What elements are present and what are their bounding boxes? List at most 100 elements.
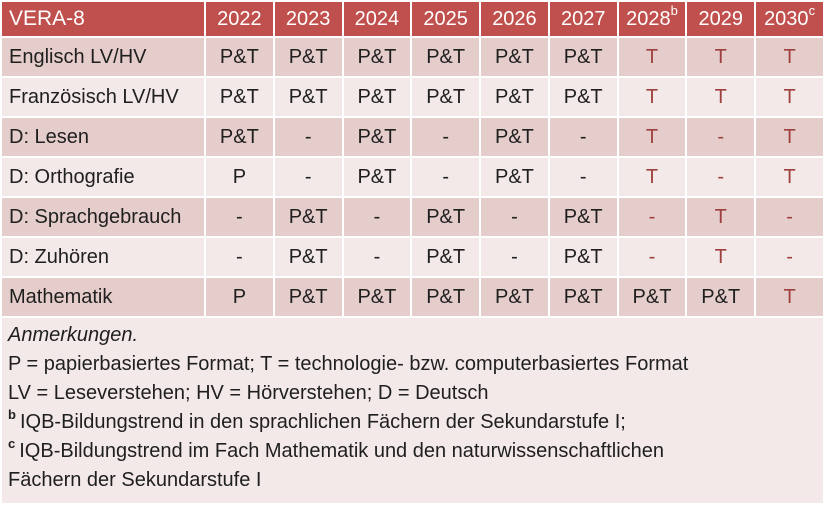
format-cell: - (412, 118, 480, 156)
format-cell: - (481, 238, 548, 276)
year-footnote-marker: b (670, 2, 678, 18)
format-cell: T (618, 158, 686, 196)
format-cell: P&T (481, 158, 548, 196)
row-label: D: Lesen (2, 118, 204, 156)
vera8-table: VERA-8 2022 2023 2024 2025 2026 2027 2028b 2029… (0, 0, 825, 318)
table-row: Französisch LV/HV P&T P&T P&T P&T P&T P&T T T T (2, 78, 823, 116)
row-label: D: Sprachgebrauch (2, 198, 204, 236)
year-header-2025: 2025 (412, 2, 480, 36)
format-cell: T (756, 118, 823, 156)
notes-footnote-c: c IQB-Bildungstrend im Fach Mathematik un… (8, 437, 738, 495)
format-cell: - (618, 238, 686, 276)
format-cell: - (274, 158, 342, 196)
format-cell: P&T (618, 278, 686, 316)
format-cell: P&T (274, 198, 342, 236)
format-cell: P&T (549, 78, 617, 116)
format-cell: - (618, 198, 686, 236)
format-cell: P&T (343, 38, 411, 76)
format-cell: - (343, 238, 411, 276)
year-header-2026: 2026 (481, 2, 548, 36)
format-cell: - (481, 198, 548, 236)
format-cell: T (756, 38, 823, 76)
notes: Anmerkungen. P = papierbasiertes Format;… (2, 318, 823, 503)
format-cell: - (274, 118, 342, 156)
format-cell: T (756, 78, 823, 116)
year-header-2024: 2024 (343, 2, 411, 36)
footnote-b-text: IQB-Bildungstrend in den sprachlichen Fä… (19, 411, 626, 433)
format-cell: T (618, 118, 686, 156)
format-cell: P&T (343, 278, 411, 316)
format-cell: - (756, 198, 823, 236)
format-cell: P&T (412, 78, 480, 116)
table-header-row: VERA-8 2022 2023 2024 2025 2026 2027 2028b 2029… (2, 2, 823, 36)
notes-legend-abbreviations: LV = Leseverstehen; HV = Hörverstehen; D… (8, 382, 489, 404)
format-cell: P&T (412, 278, 480, 316)
format-cell: T (687, 198, 755, 236)
row-label: D: Zuhören (2, 238, 204, 276)
format-cell: P&T (481, 38, 548, 76)
format-cell: P&T (549, 198, 617, 236)
notes-footnote-b: b IQB-Bildungstrend in den sprachlichen F… (8, 408, 813, 437)
year-header-2029: 2029 (687, 2, 755, 36)
format-cell: P&T (274, 278, 342, 316)
row-label: Mathematik (2, 278, 204, 316)
format-cell: - (687, 158, 755, 196)
format-cell: - (549, 118, 617, 156)
year-header-2030: 2030c (756, 2, 823, 36)
year-footnote-marker: c (808, 2, 816, 18)
format-cell: P&T (412, 238, 480, 276)
footnote-c-text: IQB-Bildungstrend im Fach Mathematik und… (8, 440, 664, 491)
format-cell: T (756, 158, 823, 196)
table-body: Englisch LV/HV P&T P&T P&T P&T P&T P&T T T T Franz… (2, 38, 823, 316)
year-header-2022: 2022 (206, 2, 273, 36)
format-cell: P&T (481, 118, 548, 156)
row-label: Englisch LV/HV (2, 38, 204, 76)
format-cell: - (687, 118, 755, 156)
format-cell: P&T (206, 78, 273, 116)
table-row: D: Orthografie P - P&T - P&T - T - T (2, 158, 823, 196)
format-cell: P&T (343, 78, 411, 116)
format-cell: P&T (206, 38, 273, 76)
format-cell: P&T (274, 238, 342, 276)
format-cell: P&T (412, 38, 480, 76)
format-cell: P&T (687, 278, 755, 316)
notes-legend-formats: P = papierbasiertes Format; T = technolo… (8, 353, 689, 375)
format-cell: T (687, 38, 755, 76)
footnote-c-marker: c (8, 436, 16, 452)
format-cell: P&T (549, 238, 617, 276)
format-cell: P (206, 278, 273, 316)
format-cell: P&T (481, 278, 548, 316)
table-row: Englisch LV/HV P&T P&T P&T P&T P&T P&T T T T (2, 38, 823, 76)
table-row: Mathematik P P&T P&T P&T P&T P&T P&T P&T T (2, 278, 823, 316)
year-header-2028: 2028b (618, 2, 686, 36)
format-cell: P&T (343, 158, 411, 196)
format-cell: T (687, 78, 755, 116)
notes-title: Anmerkungen. (8, 324, 139, 346)
year-header-2027: 2027 (549, 2, 617, 36)
table-title: VERA-8 (2, 2, 204, 36)
format-cell: P&T (274, 38, 342, 76)
format-cell: T (756, 278, 823, 316)
table-row: D: Zuhören - P&T - P&T - P&T - T - (2, 238, 823, 276)
row-label: D: Orthografie (2, 158, 204, 196)
year-header-2023: 2023 (274, 2, 342, 36)
format-cell: T (687, 238, 755, 276)
format-cell: T (618, 78, 686, 116)
format-cell: P&T (274, 78, 342, 116)
table-row: D: Lesen P&T - P&T - P&T - T - T (2, 118, 823, 156)
format-cell: - (756, 238, 823, 276)
format-cell: P&T (481, 78, 548, 116)
table-row: D: Sprachgebrauch - P&T - P&T - P&T - T - (2, 198, 823, 236)
format-cell: P&T (412, 198, 480, 236)
row-label: Französisch LV/HV (2, 78, 204, 116)
format-cell: - (206, 198, 273, 236)
footnote-b-marker: b (8, 407, 16, 423)
format-cell: - (549, 158, 617, 196)
format-cell: T (618, 38, 686, 76)
format-cell: - (412, 158, 480, 196)
format-cell: P&T (549, 278, 617, 316)
format-cell: P&T (343, 118, 411, 156)
format-cell: - (343, 198, 411, 236)
format-cell: - (206, 238, 273, 276)
format-cell: P&T (206, 118, 273, 156)
